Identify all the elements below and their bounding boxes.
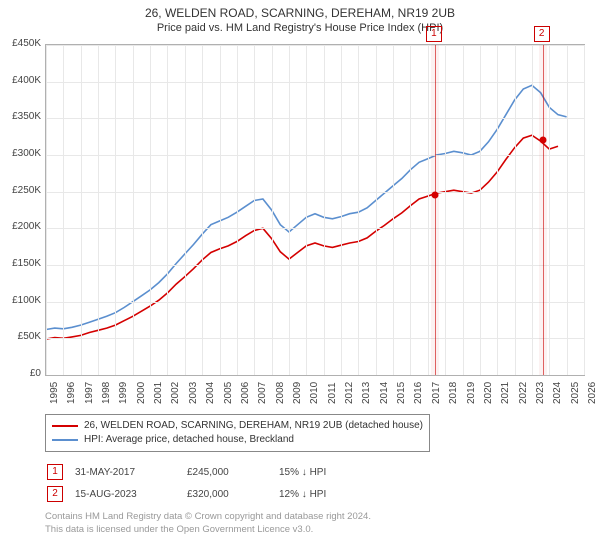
x-axis-tick: 2019 xyxy=(466,382,477,404)
x-axis-tick: 2015 xyxy=(396,382,407,404)
x-axis-tick: 2003 xyxy=(188,382,199,404)
sale-badge: 2 xyxy=(47,486,63,502)
x-axis-tick: 2024 xyxy=(552,382,563,404)
x-axis-tick: 2002 xyxy=(170,382,181,404)
x-axis-tick: 1997 xyxy=(84,382,95,404)
x-axis-tick: 1998 xyxy=(101,382,112,404)
y-axis-tick: £350K xyxy=(3,111,41,122)
legend-label: 26, WELDEN ROAD, SCARNING, DEREHAM, NR19… xyxy=(84,419,423,433)
y-axis-tick: £450K xyxy=(3,38,41,49)
x-axis-tick: 2014 xyxy=(379,382,390,404)
x-axis-tick: 1996 xyxy=(66,382,77,404)
legend-label: HPI: Average price, detached house, Brec… xyxy=(84,433,294,447)
x-axis-tick: 2018 xyxy=(448,382,459,404)
sale-price: £245,000 xyxy=(187,462,277,482)
legend-swatch xyxy=(52,425,78,427)
sale-pct-vs-hpi: 12% ↓ HPI xyxy=(279,484,336,504)
sale-price: £320,000 xyxy=(187,484,277,504)
sale-badge: 1 xyxy=(47,464,63,480)
y-axis-tick: £50K xyxy=(3,331,41,342)
legend-swatch xyxy=(52,439,78,441)
x-axis-tick: 1995 xyxy=(49,382,60,404)
sale-row: 2 15-AUG-2023£320,00012% ↓ HPI xyxy=(47,484,336,504)
x-axis-tick: 2006 xyxy=(240,382,251,404)
footer-line-2: This data is licensed under the Open Gov… xyxy=(45,523,371,536)
x-axis-tick: 2007 xyxy=(257,382,268,404)
x-axis-tick: 2025 xyxy=(570,382,581,404)
x-axis-tick: 2022 xyxy=(518,382,529,404)
x-axis-tick: 2005 xyxy=(223,382,234,404)
legend: 26, WELDEN ROAD, SCARNING, DEREHAM, NR19… xyxy=(45,414,430,452)
x-axis-tick: 2021 xyxy=(500,382,511,404)
x-axis-tick: 1999 xyxy=(118,382,129,404)
x-axis-tick: 2011 xyxy=(327,382,338,404)
x-axis-tick: 2001 xyxy=(153,382,164,404)
sale-marker xyxy=(431,192,438,199)
sale-pct-vs-hpi: 15% ↓ HPI xyxy=(279,462,336,482)
y-axis-tick: £250K xyxy=(3,185,41,196)
x-axis-tick: 2000 xyxy=(136,382,147,404)
x-axis-tick: 2026 xyxy=(587,382,598,404)
y-axis-tick: £400K xyxy=(3,75,41,86)
x-axis-tick: 2013 xyxy=(361,382,372,404)
y-axis-tick: £0 xyxy=(3,368,41,379)
x-axis-tick: 2004 xyxy=(205,382,216,404)
y-axis-tick: £100K xyxy=(3,295,41,306)
sale-date: 15-AUG-2023 xyxy=(75,484,185,504)
legend-item: 26, WELDEN ROAD, SCARNING, DEREHAM, NR19… xyxy=(52,419,423,433)
y-axis-tick: £200K xyxy=(3,221,41,232)
chart-plot-area xyxy=(45,44,585,376)
chart-svg xyxy=(46,45,584,375)
x-axis-tick: 2012 xyxy=(344,382,355,404)
x-axis-tick: 2017 xyxy=(431,382,442,404)
y-axis-tick: £300K xyxy=(3,148,41,159)
sale-badge: 2 xyxy=(534,26,550,42)
sale-row: 1 31-MAY-2017£245,00015% ↓ HPI xyxy=(47,462,336,482)
sale-date: 31-MAY-2017 xyxy=(75,462,185,482)
sales-table: 1 31-MAY-2017£245,00015% ↓ HPI 2 15-AUG-202… xyxy=(45,460,338,506)
sale-badge: 1 xyxy=(426,26,442,42)
sale-marker xyxy=(539,137,546,144)
footer-line-1: Contains HM Land Registry data © Crown c… xyxy=(45,510,371,523)
x-axis-tick: 2010 xyxy=(309,382,320,404)
x-axis-tick: 2023 xyxy=(535,382,546,404)
x-axis-tick: 2016 xyxy=(413,382,424,404)
x-axis-tick: 2020 xyxy=(483,382,494,404)
legend-item: HPI: Average price, detached house, Brec… xyxy=(52,433,423,447)
chart-subtitle: Price paid vs. HM Land Registry's House … xyxy=(0,20,600,34)
footer-attribution: Contains HM Land Registry data © Crown c… xyxy=(45,510,371,536)
y-axis-tick: £150K xyxy=(3,258,41,269)
x-axis-tick: 2009 xyxy=(292,382,303,404)
chart-title: 26, WELDEN ROAD, SCARNING, DEREHAM, NR19… xyxy=(0,0,600,20)
x-axis-tick: 2008 xyxy=(275,382,286,404)
